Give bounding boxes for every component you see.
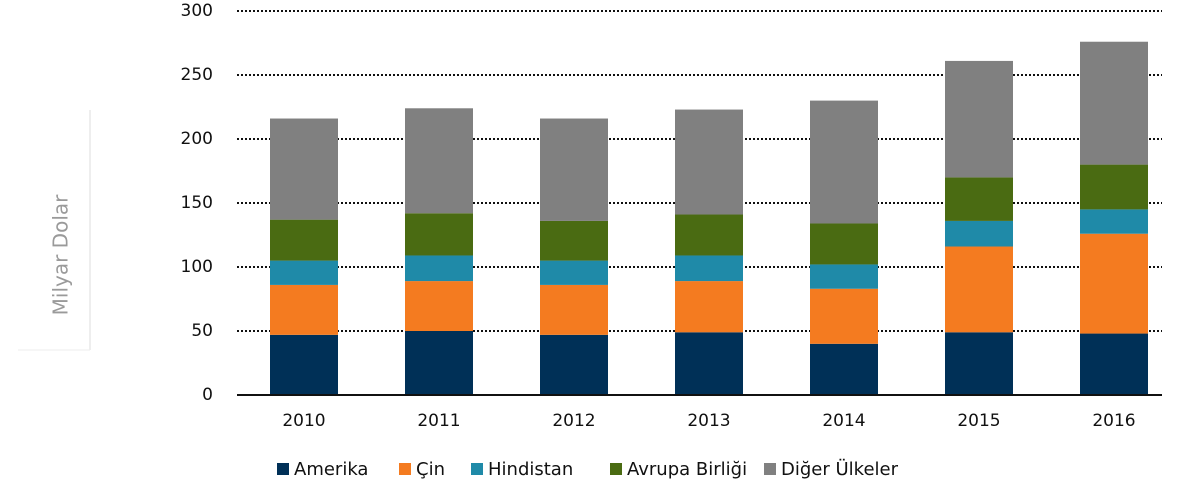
y-axis-label: Milyar Dolar bbox=[49, 194, 73, 315]
bar-segment bbox=[270, 334, 338, 395]
bar-segment bbox=[270, 219, 338, 261]
bar-segment bbox=[810, 264, 878, 289]
bar-segment bbox=[945, 246, 1013, 333]
x-tick-label: 2014 bbox=[822, 411, 865, 431]
bar-segment bbox=[810, 288, 878, 344]
x-tick-label: 2013 bbox=[687, 411, 730, 431]
bar-segment bbox=[405, 281, 473, 331]
bar-segment bbox=[675, 281, 743, 333]
bar-segment bbox=[1080, 233, 1148, 334]
bar-segment bbox=[405, 108, 473, 214]
bar-segment bbox=[810, 223, 878, 265]
y-tick-label: 300 bbox=[181, 1, 213, 21]
y-tick-label: 200 bbox=[181, 129, 213, 149]
y-tick-label: 100 bbox=[181, 257, 213, 277]
legend-label: Avrupa Birliği bbox=[627, 459, 747, 480]
bar-segment bbox=[1080, 41, 1148, 165]
bar-segment bbox=[945, 332, 1013, 395]
x-tick-label: 2015 bbox=[957, 411, 1000, 431]
legend-swatch bbox=[471, 463, 483, 475]
legend-label: Çin bbox=[416, 459, 445, 480]
x-tick-label: 2016 bbox=[1092, 411, 1135, 431]
bar-segment bbox=[405, 213, 473, 256]
legend-swatch bbox=[764, 463, 776, 475]
bar-segment bbox=[270, 284, 338, 335]
bar-segment bbox=[540, 118, 608, 221]
legend-label: Amerika bbox=[294, 459, 368, 480]
bar-segment bbox=[540, 220, 608, 261]
bar-segment bbox=[945, 177, 1013, 221]
x-tick-label: 2010 bbox=[282, 411, 325, 431]
bar-segment bbox=[1080, 333, 1148, 395]
legend-label: Diğer Ülkeler bbox=[781, 458, 899, 480]
y-tick-label: 50 bbox=[191, 321, 213, 341]
legend-swatch bbox=[610, 463, 622, 475]
bar-segment bbox=[675, 332, 743, 395]
y-tick-label: 250 bbox=[181, 65, 213, 85]
bar-segment bbox=[270, 260, 338, 285]
legend-swatch bbox=[277, 463, 289, 475]
legend-label: Hindistan bbox=[488, 459, 573, 480]
bar-segment bbox=[270, 118, 338, 220]
bar-segment bbox=[405, 255, 473, 282]
x-tick-label: 2012 bbox=[552, 411, 595, 431]
bar-segment bbox=[945, 220, 1013, 247]
bar-segment bbox=[405, 331, 473, 395]
bar-segment bbox=[810, 343, 878, 395]
bar-segment bbox=[1080, 209, 1148, 234]
y-tick-label: 0 bbox=[202, 385, 213, 405]
bar-segment bbox=[540, 284, 608, 335]
bar-segment bbox=[810, 100, 878, 224]
bar-segment bbox=[675, 109, 743, 215]
bar-segment bbox=[1080, 164, 1148, 210]
bar-segment bbox=[675, 255, 743, 282]
y-tick-label: 150 bbox=[181, 193, 213, 213]
legend-swatch bbox=[399, 463, 411, 475]
bar-segment bbox=[540, 334, 608, 395]
bar-segment bbox=[675, 214, 743, 256]
bar-segment bbox=[945, 60, 1013, 178]
x-tick-label: 2011 bbox=[417, 411, 460, 431]
bar-segment bbox=[540, 260, 608, 285]
